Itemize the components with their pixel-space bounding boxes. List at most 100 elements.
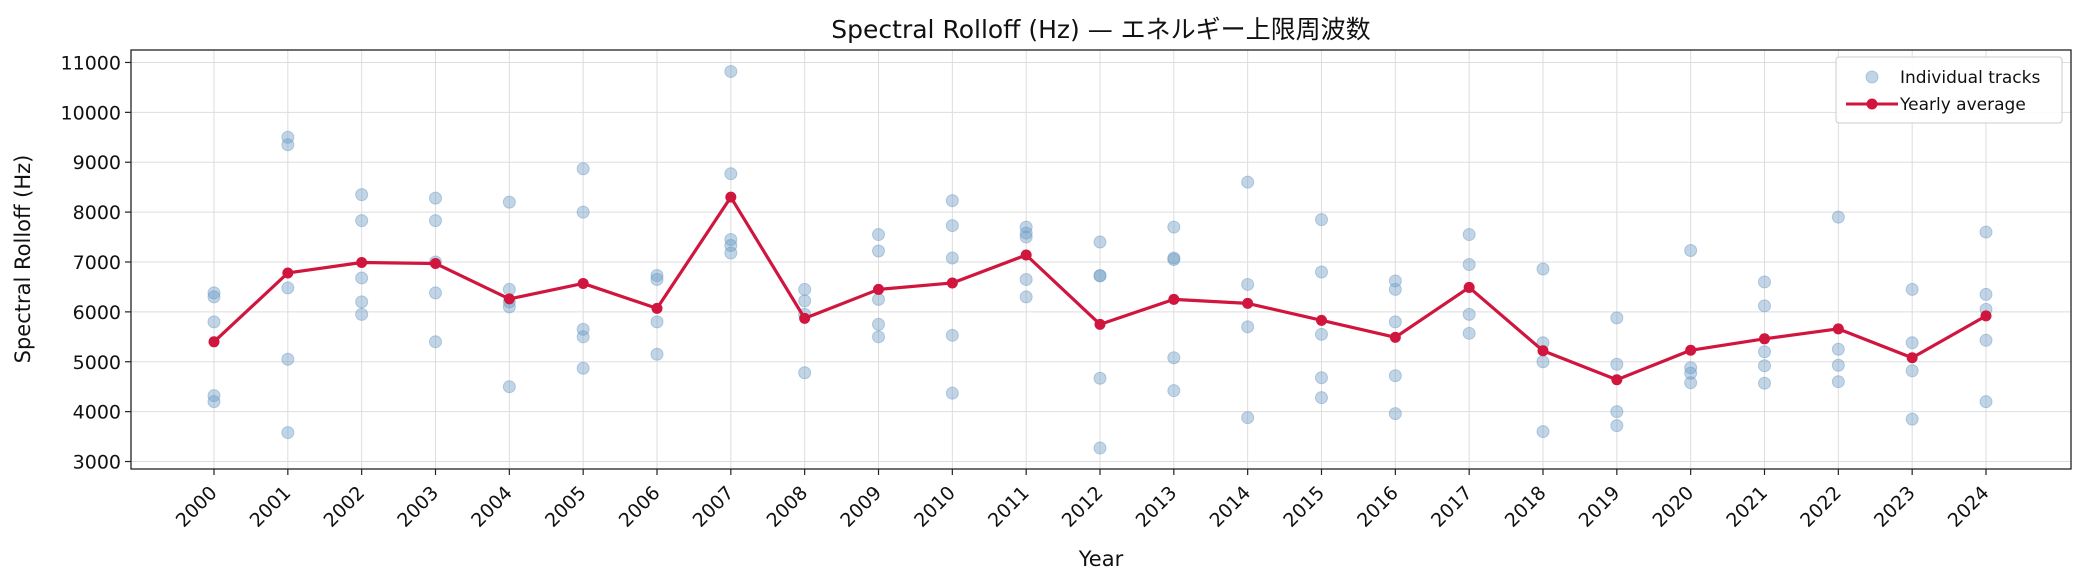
scatter-point <box>207 290 221 304</box>
average-point <box>799 312 811 324</box>
average-point <box>651 302 663 314</box>
scatter-point <box>355 188 369 202</box>
scatter-point <box>1241 411 1255 425</box>
scatter-point <box>1241 175 1255 189</box>
scatter-point <box>872 228 885 242</box>
y-tick-label: 7000 <box>73 252 121 274</box>
scatter-point <box>1831 358 1845 372</box>
scatter-point <box>1979 225 1993 239</box>
scatter-point <box>1758 299 1771 313</box>
x-axis-label: Year <box>1078 547 1124 571</box>
scatter-point <box>1019 230 1033 244</box>
scatter-point <box>1610 405 1624 419</box>
scatter-point <box>1610 419 1624 433</box>
scatter-point <box>1684 244 1698 258</box>
scatter-point <box>576 361 590 375</box>
scatter-point <box>724 239 738 253</box>
scatter-point <box>1979 333 1993 347</box>
average-point <box>1980 310 1992 322</box>
scatter-point <box>650 268 664 282</box>
scatter-point <box>429 191 442 205</box>
average-point <box>1685 344 1697 356</box>
plot-frame <box>130 49 2072 470</box>
scatter-point <box>1093 269 1107 283</box>
average-point <box>873 283 884 295</box>
scatter-point <box>945 328 959 342</box>
scatter-point <box>1536 425 1550 439</box>
legend-label-tracks: Individual tracks <box>1900 68 2040 88</box>
legend: Individual tracks Yearly average <box>1835 56 2063 124</box>
scatter-point <box>1093 268 1107 282</box>
scatter-point <box>1979 395 1993 409</box>
legend-scatter-marker <box>1865 70 1879 84</box>
scatter-point <box>1019 220 1033 234</box>
scatter-point <box>872 317 885 331</box>
scatter-point <box>798 282 812 296</box>
scatter-point <box>798 294 812 308</box>
scatter-point <box>724 167 738 181</box>
average-point <box>946 277 958 289</box>
scatter-series <box>207 64 1993 455</box>
scatter-point <box>1093 235 1107 249</box>
scatter-point <box>1093 371 1107 385</box>
average-series <box>208 191 1992 386</box>
legend-average-marker <box>1866 98 1878 110</box>
scatter-point <box>1241 277 1255 291</box>
legend-label-average: Yearly average <box>1899 95 2026 115</box>
scatter-point <box>1905 412 1919 426</box>
scatter-point <box>1167 251 1181 265</box>
average-point <box>1463 281 1475 293</box>
scatter-point <box>1684 361 1698 375</box>
average-point <box>1389 331 1401 343</box>
average-point <box>1094 318 1106 330</box>
average-point <box>503 293 515 305</box>
scatter-point <box>724 64 738 78</box>
y-tick-label: 6000 <box>73 302 121 324</box>
scatter-point <box>1831 210 1845 224</box>
scatter-point <box>1019 226 1033 240</box>
average-point <box>1242 297 1254 309</box>
scatter-point <box>576 330 590 344</box>
scatter-point <box>1315 371 1328 385</box>
scatter-point <box>1684 366 1698 380</box>
y-tick-label: 4000 <box>73 402 121 424</box>
scatter-point <box>281 426 295 440</box>
scatter-point <box>1536 355 1550 369</box>
scatter-point <box>1241 320 1255 334</box>
scatter-point <box>1315 265 1328 279</box>
y-tick-label: 8000 <box>73 202 121 224</box>
scatter-point <box>207 395 221 409</box>
scatter-point <box>1610 311 1624 325</box>
average-point <box>1832 323 1844 335</box>
scatter-point <box>650 347 664 361</box>
average-point <box>1759 333 1770 345</box>
scatter-point <box>1905 336 1919 350</box>
scatter-point <box>281 281 295 295</box>
scatter-point <box>1831 375 1845 389</box>
scatter-point <box>1758 275 1771 289</box>
scatter-point <box>1462 257 1476 271</box>
average-point <box>725 191 737 203</box>
average-point <box>1906 352 1918 364</box>
y-tick-label: 5000 <box>73 352 121 374</box>
y-tick-label: 11000 <box>61 52 121 74</box>
scatter-point <box>355 271 369 285</box>
scatter-point <box>1167 253 1181 266</box>
average-point <box>1168 293 1180 305</box>
y-axis: 3000 4000 5000 6000 7000 8000 9000 10000 11000 <box>61 52 131 474</box>
scatter-point <box>1758 359 1771 373</box>
scatter-point <box>1462 326 1476 340</box>
scatter-point <box>281 130 295 144</box>
average-point <box>356 256 368 268</box>
scatter-point <box>502 195 516 209</box>
scatter-point <box>872 244 885 258</box>
y-axis-label: Spectral Rolloff (Hz) <box>11 155 35 364</box>
scatter-point <box>429 214 442 228</box>
scatter-point <box>207 389 221 403</box>
y-tick-label: 3000 <box>73 452 121 474</box>
scatter-point <box>1388 407 1402 421</box>
scatter-point <box>1388 274 1402 288</box>
scatter-point <box>281 138 295 152</box>
scatter-point <box>724 233 738 247</box>
